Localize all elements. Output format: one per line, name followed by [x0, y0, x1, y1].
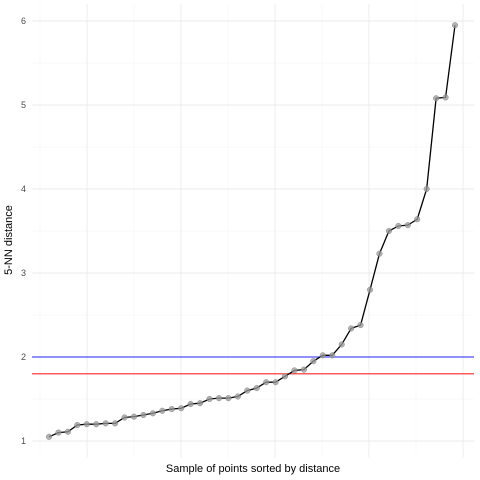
data-point: [225, 395, 232, 402]
data-point: [159, 407, 166, 414]
data-point: [385, 227, 392, 234]
y-tick-label: 4: [21, 184, 26, 194]
data-point: [55, 429, 62, 436]
data-point: [187, 401, 194, 408]
data-point: [93, 421, 100, 428]
data-point: [414, 216, 421, 223]
data-point: [130, 413, 137, 420]
data-point: [178, 405, 185, 412]
reference-lines: [32, 356, 474, 375]
data-point: [74, 422, 81, 429]
data-point: [282, 373, 289, 380]
data-point: [404, 222, 411, 229]
data-point: [149, 410, 156, 417]
data-point: [433, 95, 440, 102]
y-tick-label: 3: [21, 268, 26, 278]
data-point: [272, 379, 279, 386]
data-point: [423, 185, 430, 192]
data-point: [46, 433, 53, 440]
data-point: [206, 396, 213, 403]
y-axis-title: 5-NN distance: [3, 205, 15, 275]
data-point: [348, 325, 355, 332]
data-point: [102, 420, 109, 427]
data-point: [168, 406, 175, 413]
data-point: [64, 428, 71, 435]
data-point: [121, 414, 128, 421]
data-point: [338, 341, 345, 348]
data-point: [329, 352, 336, 359]
grid: [32, 4, 474, 458]
data-point: [367, 286, 374, 293]
data-point: [263, 379, 270, 386]
data-point: [452, 22, 459, 29]
data-point: [310, 358, 317, 365]
data-point: [140, 411, 147, 418]
x-axis-title: Sample of points sorted by distance: [166, 463, 340, 475]
data-point: [83, 421, 90, 428]
y-tick-label: 6: [21, 16, 26, 26]
y-tick-label: 2: [21, 352, 26, 362]
series-group: [46, 22, 459, 440]
data-point: [300, 366, 307, 373]
y-tick-label: 5: [21, 100, 26, 110]
data-point: [112, 420, 119, 427]
data-point: [244, 387, 251, 394]
data-point: [376, 250, 383, 257]
data-point: [291, 367, 298, 374]
data-point: [234, 393, 241, 400]
y-tick-labels: 1 2 3 4 5 6: [21, 16, 26, 446]
data-point: [357, 322, 364, 329]
data-point: [395, 222, 402, 229]
data-point: [253, 385, 260, 392]
y-tick-label: 1: [21, 436, 26, 446]
data-point: [442, 94, 449, 101]
data-point: [319, 352, 326, 359]
data-point: [197, 400, 204, 407]
data-point: [215, 395, 222, 402]
